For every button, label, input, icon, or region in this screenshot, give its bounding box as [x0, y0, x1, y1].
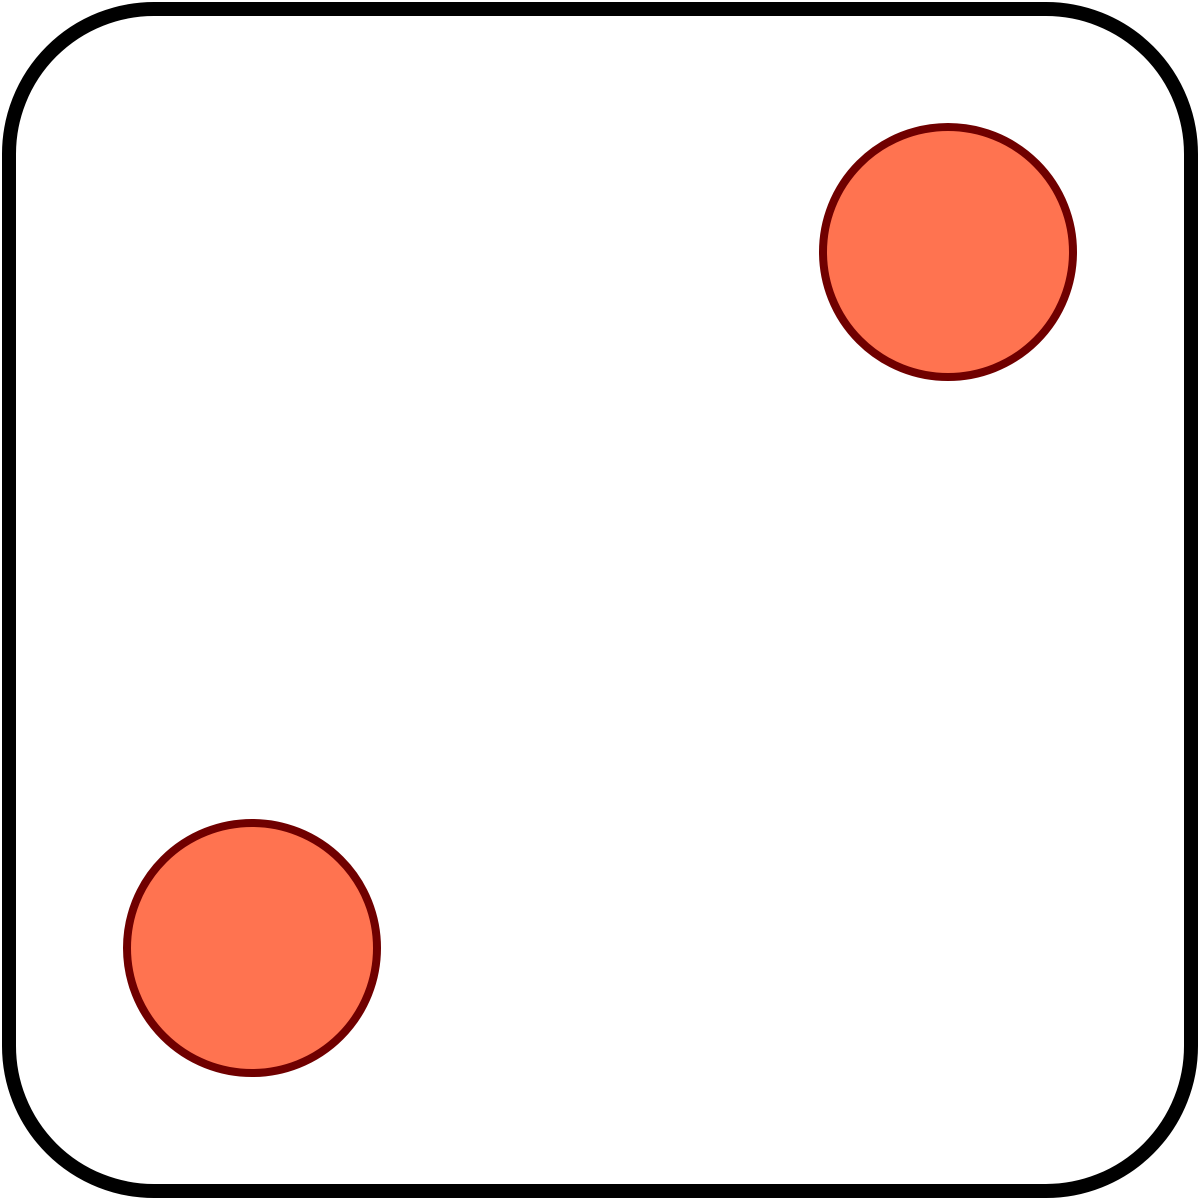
pip-top-right [819, 123, 1077, 381]
pip-bottom-left [123, 819, 381, 1077]
